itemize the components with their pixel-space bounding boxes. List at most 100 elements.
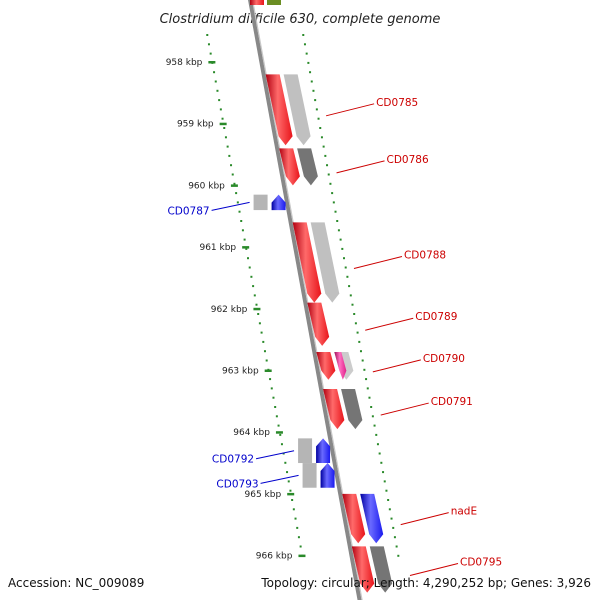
- gene-cd0791[interactable]: [323, 389, 363, 430]
- ruler-dot: [382, 471, 385, 474]
- ruler-dot: [207, 43, 210, 46]
- gene-cd0790[interactable]: [316, 351, 354, 380]
- ruler-dot: [332, 201, 335, 204]
- sequence-backbone: [248, 0, 362, 600]
- gene-arrow[interactable]: [316, 351, 336, 380]
- ruler-dot: [226, 145, 229, 148]
- ruler-dot: [247, 257, 250, 260]
- gene-cd0792[interactable]: [298, 438, 331, 464]
- gene-arrow-partial[interactable]: [250, 0, 264, 5]
- ruler-dot: [263, 350, 266, 353]
- ruler-dot: [329, 182, 332, 185]
- major-tick: [208, 61, 216, 64]
- tick-label: 958 kbp: [166, 58, 203, 68]
- ruler-dot: [235, 192, 238, 195]
- gene-shade-box: [369, 546, 393, 593]
- tick-label: 959 kbp: [177, 120, 214, 130]
- gene-cd0787[interactable]: [253, 194, 286, 211]
- gene-arrow[interactable]: [271, 194, 286, 211]
- major-tick: [219, 122, 227, 126]
- map-title: Clostridium difficile 630, complete geno…: [160, 12, 441, 27]
- ruler-dot: [343, 257, 346, 260]
- gene-arrow[interactable]: [342, 493, 366, 544]
- ruler-dot: [218, 99, 221, 102]
- gene-arrow[interactable]: [320, 463, 335, 488]
- ruler-dot: [363, 368, 366, 371]
- ruler-dot: [270, 387, 273, 390]
- gene-label[interactable]: CD0792: [212, 454, 254, 466]
- ruler-dot: [282, 452, 285, 455]
- ruler-dot: [299, 545, 302, 548]
- ruler-dot: [280, 443, 283, 446]
- gene-arrow[interactable]: [307, 302, 330, 346]
- gene-label[interactable]: CD0793: [216, 478, 258, 490]
- gene-label[interactable]: CD0789: [415, 311, 457, 323]
- ruler-dot: [248, 266, 251, 269]
- gene-nade[interactable]: [342, 493, 384, 544]
- ruler-dot: [380, 461, 383, 464]
- ruler-dot: [250, 275, 253, 278]
- ruler-dot: [243, 238, 246, 241]
- ruler-dot: [368, 396, 371, 399]
- ruler-dot: [331, 192, 334, 195]
- gene-shade-box: [253, 194, 268, 211]
- ruler-dot: [303, 43, 306, 46]
- gene-label[interactable]: CD0788: [404, 250, 446, 262]
- ruler-dot: [224, 136, 227, 139]
- gene-label-leader: [409, 562, 459, 576]
- gene-arrow[interactable]: [292, 222, 322, 303]
- gene-arrow[interactable]: [316, 438, 331, 464]
- ruler-dot: [216, 89, 219, 92]
- gene-arrow[interactable]: [323, 389, 345, 430]
- ruler-dot: [223, 127, 226, 129]
- gene-cd0785[interactable]: [265, 74, 311, 146]
- ruler-dot: [310, 80, 313, 83]
- ruler-dot: [309, 71, 312, 74]
- ruler-dot: [209, 52, 212, 55]
- gene-label-leader: [372, 359, 421, 373]
- ruler-dot: [231, 173, 234, 176]
- gene-cd0793[interactable]: [302, 463, 335, 488]
- gene-label[interactable]: CD0787: [167, 205, 209, 217]
- ruler-dot: [238, 210, 241, 213]
- gene-label[interactable]: CD0785: [376, 97, 418, 109]
- gene-label-leader: [336, 160, 385, 174]
- ruler-dot: [375, 433, 378, 436]
- gene-label[interactable]: CD0790: [423, 353, 465, 365]
- ruler-dot: [240, 220, 243, 222]
- ruler-dot: [221, 117, 224, 120]
- ruler-dot: [348, 285, 351, 288]
- gene-cd0795[interactable]: [351, 546, 393, 593]
- ruler-dot: [291, 499, 294, 501]
- gene-pink-arrow: [334, 351, 347, 380]
- ruler-dot: [265, 359, 268, 362]
- tick-label: 961 kbp: [199, 243, 236, 253]
- ruler-dot: [395, 545, 398, 548]
- ruler-dot: [230, 164, 233, 167]
- ruler-dot: [272, 396, 275, 399]
- ruler-dot: [326, 164, 329, 167]
- tick-label: 965 kbp: [245, 490, 282, 500]
- tick-label: 966 kbp: [256, 552, 293, 562]
- major-tick: [298, 554, 306, 558]
- ruler-dot: [245, 247, 248, 250]
- gene-label-leader: [380, 402, 429, 416]
- gene-cd0788[interactable]: [292, 222, 340, 303]
- gene-arrow[interactable]: [351, 546, 375, 593]
- gene-label[interactable]: nadE: [451, 506, 477, 518]
- gene-shade-box: [298, 438, 313, 464]
- gene-label[interactable]: CD0791: [431, 396, 473, 408]
- ruler-dot: [373, 424, 376, 427]
- gene-shade-box: [302, 463, 317, 488]
- gene-shade-box: [283, 74, 311, 146]
- ruler-dot: [344, 266, 347, 269]
- ruler-dot: [284, 461, 287, 464]
- tick-label: 960 kbp: [188, 181, 225, 191]
- gene-cd0786[interactable]: [279, 148, 318, 186]
- genome-summary-text: Topology: circular; Length: 4,290,252 bp…: [261, 576, 591, 590]
- gene-arrow[interactable]: [265, 74, 293, 146]
- gene-label[interactable]: CD0795: [460, 556, 502, 568]
- gene-cd0789[interactable]: [307, 302, 330, 346]
- gene-label[interactable]: CD0786: [387, 154, 429, 166]
- gene-arrow[interactable]: [279, 148, 300, 186]
